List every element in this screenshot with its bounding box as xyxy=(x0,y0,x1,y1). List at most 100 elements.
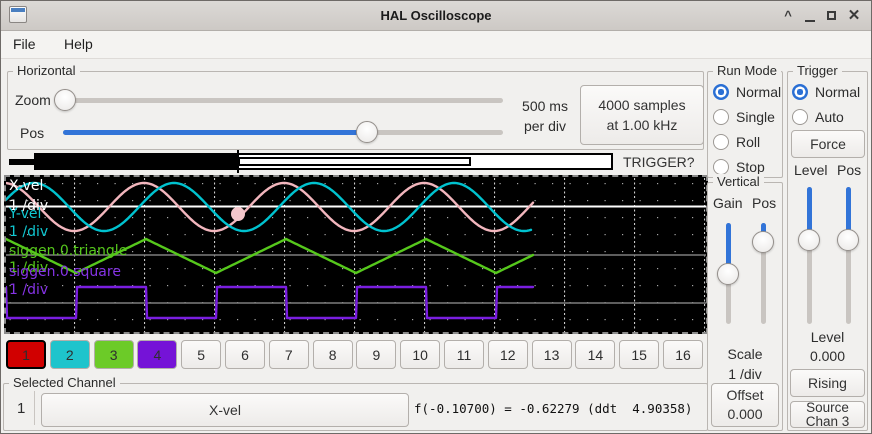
svg-text:siggen.0.square: siggen.0.square xyxy=(9,264,121,280)
trigger-level-value: Level 0.000 xyxy=(809,329,846,364)
menu-bar: File Help xyxy=(1,31,871,59)
horizontal-group-title: Horizontal xyxy=(13,63,80,78)
selected-channel-number: 1 xyxy=(17,400,26,417)
edge-button[interactable]: Rising xyxy=(790,369,865,397)
channel-button-2[interactable]: 2 xyxy=(49,340,90,369)
gain-slider-fill xyxy=(726,223,731,274)
close-button[interactable]: ✕ xyxy=(847,7,861,24)
trigger-level-handle[interactable] xyxy=(798,229,820,252)
svg-text:1 /div: 1 /div xyxy=(9,282,48,298)
trigger-pos-label: Pos xyxy=(837,162,862,178)
channel-button-11[interactable]: 11 xyxy=(444,340,484,369)
trigger-level-label: Level xyxy=(794,162,828,178)
runmode-radio-roll[interactable]: Roll xyxy=(713,133,760,151)
channel-button-7[interactable]: 7 xyxy=(268,340,309,369)
channel-button-1[interactable]: 1 xyxy=(6,340,46,369)
radio-icon xyxy=(713,134,729,150)
radio-icon xyxy=(792,84,808,100)
trigger-bar-stub xyxy=(9,159,34,165)
maximize-icon xyxy=(827,11,836,20)
runmode-group: Run Mode xyxy=(707,63,783,178)
trigger-pos-slider[interactable] xyxy=(837,187,859,324)
zoom-slider-handle[interactable] xyxy=(53,89,76,111)
hpos-label: Pos xyxy=(20,125,45,141)
trigger-pos-track[interactable] xyxy=(846,187,851,324)
minimize-button[interactable] xyxy=(799,1,821,31)
channel-button-6[interactable]: 6 xyxy=(225,340,265,369)
channel-name-button[interactable]: X-vel xyxy=(41,393,409,427)
menu-file[interactable]: File xyxy=(13,36,36,52)
channel-button-15[interactable]: 15 xyxy=(619,340,660,369)
trigger-bar-fill xyxy=(34,153,238,170)
trigger-level-fill xyxy=(807,187,812,241)
runmode-radio-single[interactable]: Single xyxy=(713,108,775,126)
offset-button[interactable]: Offset 0.000 xyxy=(711,383,779,427)
trigger-query-label: TRIGGER? xyxy=(623,154,695,170)
source-button[interactable]: Source Chan 3 xyxy=(790,400,865,428)
svg-text:1 /div: 1 /div xyxy=(9,198,48,214)
maximize-button[interactable] xyxy=(821,1,843,31)
trigger-bar-window xyxy=(238,157,471,166)
gain-slider-handle[interactable] xyxy=(717,262,739,285)
horizontal-group: Horizontal xyxy=(7,63,704,150)
menu-help[interactable]: Help xyxy=(64,36,93,52)
trigger-group: Trigger xyxy=(787,63,868,431)
svg-text:siggen.0.triangle: siggen.0.triangle xyxy=(9,243,127,259)
channel-button-8[interactable]: 8 xyxy=(312,340,353,369)
selected-channel-group: Selected Channel xyxy=(3,375,708,431)
trigger-radio-auto[interactable]: Auto xyxy=(792,108,844,126)
trigger-pos-fill xyxy=(846,187,851,241)
trigger-group-title: Trigger xyxy=(793,63,842,78)
window-title: HAL Oscilloscope xyxy=(380,8,492,23)
channel-button-5[interactable]: 5 xyxy=(181,340,222,369)
vpos-slider-handle[interactable] xyxy=(752,231,774,254)
hpos-slider-fill xyxy=(63,130,367,135)
vpos-label: Pos xyxy=(752,195,777,211)
channel-button-14[interactable]: 14 xyxy=(575,340,616,369)
radio-icon xyxy=(713,84,729,100)
channel-button-13[interactable]: 13 xyxy=(531,340,572,369)
scale-value: Scale 1 /div xyxy=(727,346,763,382)
shade-button[interactable]: ^ xyxy=(784,8,792,23)
svg-text:1 /div: 1 /div xyxy=(9,224,48,240)
gain-slider[interactable] xyxy=(717,223,739,324)
channel-button-9[interactable]: 9 xyxy=(356,340,397,369)
hpos-slider[interactable] xyxy=(63,121,503,143)
title-bar[interactable]: HAL Oscilloscope ^ ✕ xyxy=(1,1,871,31)
svg-text:X-vel: X-vel xyxy=(9,178,43,194)
hpos-slider-handle[interactable] xyxy=(355,121,378,143)
trigger-pos-handle[interactable] xyxy=(837,229,859,252)
trigger-level-track[interactable] xyxy=(807,187,812,324)
trigger-radio-normal[interactable]: Normal xyxy=(792,83,860,101)
gain-label: Gain xyxy=(713,195,743,211)
samples-button[interactable]: 4000 samples at 1.00 kHz xyxy=(580,85,704,145)
selected-channel-title: Selected Channel xyxy=(9,375,120,390)
channel-button-16[interactable]: 16 xyxy=(663,340,703,369)
channel-button-3[interactable]: 3 xyxy=(93,340,134,369)
selected-channel-separator xyxy=(34,391,35,425)
scope-display[interactable]: X-vel 1 /div Y-vel 1 /div siggen.0.triangle 1… xyxy=(4,175,708,334)
force-button[interactable]: Force xyxy=(791,130,865,158)
svg-text:1 /div: 1 /div xyxy=(9,260,48,276)
channel-button-12[interactable]: 12 xyxy=(487,340,528,369)
runmode-group-title: Run Mode xyxy=(713,63,781,78)
vpos-slider[interactable] xyxy=(752,223,774,324)
zoom-slider[interactable] xyxy=(53,89,503,111)
radio-icon xyxy=(792,109,808,125)
vpos-slider-track[interactable] xyxy=(761,223,766,324)
svg-text:Y-vel: Y-vel xyxy=(8,206,41,222)
radio-icon xyxy=(713,159,729,175)
trigger-position-marker[interactable] xyxy=(237,150,239,173)
minimize-icon xyxy=(805,20,815,22)
trigger-level-slider[interactable] xyxy=(798,187,820,324)
runmode-radio-stop[interactable]: Stop xyxy=(713,158,765,176)
channel-button-4[interactable]: 4 xyxy=(137,340,178,369)
channel-readout: f(-0.10700) = -0.62279 (ddt 4.90358) xyxy=(414,401,693,416)
vertical-group: Vertical xyxy=(707,174,783,431)
runmode-radio-normal[interactable]: Normal xyxy=(713,83,781,101)
channel-button-10[interactable]: 10 xyxy=(400,340,441,369)
zoom-label: Zoom xyxy=(15,92,51,108)
zoom-slider-track[interactable] xyxy=(56,98,503,103)
